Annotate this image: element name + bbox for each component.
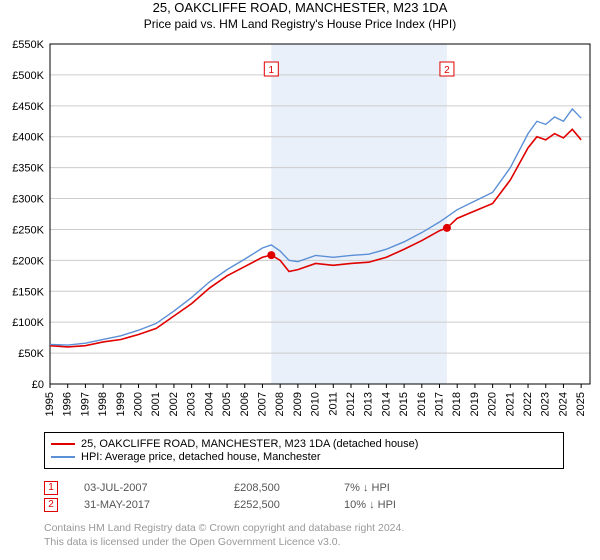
svg-text:2025: 2025 bbox=[575, 392, 587, 416]
svg-text:2012: 2012 bbox=[345, 392, 357, 416]
svg-text:2021: 2021 bbox=[504, 392, 516, 416]
svg-text:2019: 2019 bbox=[469, 392, 481, 416]
transaction-diff: 10% ↓ HPI bbox=[344, 499, 454, 511]
svg-text:1998: 1998 bbox=[97, 392, 109, 416]
legend-swatch bbox=[51, 443, 75, 445]
attribution: Contains HM Land Registry data © Crown c… bbox=[44, 522, 404, 549]
legend-label: HPI: Average price, detached house, Manc… bbox=[81, 451, 321, 463]
chart-subtitle: Price paid vs. HM Land Registry's House … bbox=[0, 17, 600, 31]
svg-text:2000: 2000 bbox=[133, 392, 145, 416]
svg-text:2008: 2008 bbox=[274, 392, 286, 416]
line-chart: £0 £50K £100K £150K £200K £250K £300K £350K £400… bbox=[0, 38, 600, 428]
svg-text:2022: 2022 bbox=[522, 392, 534, 416]
legend-label: 25, OAKCLIFFE ROAD, MANCHESTER, M23 1DA … bbox=[81, 438, 418, 450]
svg-text:£200K: £200K bbox=[12, 255, 44, 267]
svg-text:£300K: £300K bbox=[12, 194, 44, 206]
svg-text:2017: 2017 bbox=[434, 392, 446, 416]
attribution-line1: Contains HM Land Registry data © Crown c… bbox=[44, 522, 404, 536]
svg-text:2010: 2010 bbox=[310, 392, 322, 416]
svg-text:2006: 2006 bbox=[239, 392, 251, 416]
svg-text:2020: 2020 bbox=[487, 392, 499, 416]
legend-item: 25, OAKCLIFFE ROAD, MANCHESTER, M23 1DA … bbox=[51, 438, 557, 450]
transaction-marker: 1 bbox=[44, 481, 58, 495]
svg-text:£550K: £550K bbox=[12, 39, 44, 51]
svg-text:£250K: £250K bbox=[12, 224, 44, 236]
legend: 25, OAKCLIFFE ROAD, MANCHESTER, M23 1DA … bbox=[44, 432, 564, 469]
svg-text:2002: 2002 bbox=[168, 392, 180, 416]
chart-container: £0 £50K £100K £150K £200K £250K £300K £350K £400… bbox=[0, 38, 600, 428]
svg-text:1996: 1996 bbox=[62, 392, 74, 416]
svg-text:2: 2 bbox=[444, 65, 450, 76]
svg-text:2009: 2009 bbox=[292, 392, 304, 416]
svg-text:£450K: £450K bbox=[12, 101, 44, 113]
transaction-row: 1 03-JUL-2007£208,5007% ↓ HPI bbox=[44, 481, 564, 495]
svg-text:£0: £0 bbox=[32, 379, 44, 391]
svg-text:2004: 2004 bbox=[203, 392, 215, 416]
svg-text:2023: 2023 bbox=[540, 392, 552, 416]
svg-text:2013: 2013 bbox=[363, 392, 375, 416]
svg-text:2016: 2016 bbox=[416, 392, 428, 416]
legend-swatch bbox=[51, 456, 75, 458]
transaction-price: £252,500 bbox=[234, 499, 344, 511]
svg-text:2015: 2015 bbox=[398, 392, 410, 416]
transactions-table: 1 03-JUL-2007£208,5007% ↓ HPI 2 31-MAY-2017… bbox=[44, 478, 564, 515]
svg-text:£100K: £100K bbox=[12, 317, 44, 329]
svg-text:2005: 2005 bbox=[221, 392, 233, 416]
transaction-date: 31-MAY-2017 bbox=[84, 499, 234, 511]
svg-text:2018: 2018 bbox=[451, 392, 463, 416]
svg-text:2001: 2001 bbox=[150, 392, 162, 416]
svg-text:2024: 2024 bbox=[557, 392, 569, 416]
transaction-price: £208,500 bbox=[234, 482, 344, 494]
svg-text:2007: 2007 bbox=[256, 392, 268, 416]
svg-text:1999: 1999 bbox=[115, 392, 127, 416]
transaction-diff: 7% ↓ HPI bbox=[344, 482, 454, 494]
svg-text:£150K: £150K bbox=[12, 286, 44, 298]
svg-text:2011: 2011 bbox=[327, 392, 339, 416]
legend-item: HPI: Average price, detached house, Manc… bbox=[51, 451, 557, 463]
transaction-date: 03-JUL-2007 bbox=[84, 482, 234, 494]
svg-text:1: 1 bbox=[269, 65, 275, 76]
svg-text:£500K: £500K bbox=[12, 70, 44, 82]
svg-text:2014: 2014 bbox=[380, 392, 392, 416]
svg-text:£350K: £350K bbox=[12, 163, 44, 175]
svg-text:2003: 2003 bbox=[186, 392, 198, 416]
chart-title: 25, OAKCLIFFE ROAD, MANCHESTER, M23 1DA bbox=[0, 0, 600, 15]
transaction-row: 2 31-MAY-2017£252,50010% ↓ HPI bbox=[44, 498, 564, 512]
attribution-line2: This data is licensed under the Open Gov… bbox=[44, 536, 404, 550]
svg-text:£400K: £400K bbox=[12, 132, 44, 144]
transaction-marker: 2 bbox=[44, 498, 58, 512]
svg-text:1997: 1997 bbox=[79, 392, 91, 416]
svg-text:1995: 1995 bbox=[44, 392, 56, 416]
svg-text:£50K: £50K bbox=[18, 348, 44, 360]
